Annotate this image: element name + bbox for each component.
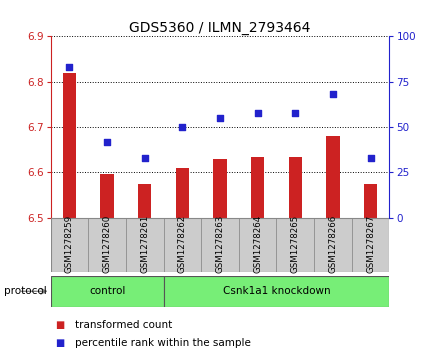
Point (254, 110, 261, 115)
Bar (88, 218, 126, 272)
Text: protocol: protocol (4, 286, 47, 296)
Bar (164, 218, 201, 272)
Bar (100, 174, 114, 218)
Bar (51, 218, 88, 272)
Point (292, 110, 299, 115)
Point (216, 115, 224, 121)
Text: GSM1278260: GSM1278260 (103, 215, 112, 273)
Bar (276, 218, 314, 272)
Title: GDS5360 / ILMN_2793464: GDS5360 / ILMN_2793464 (129, 21, 311, 35)
Text: GSM1278263: GSM1278263 (216, 215, 224, 273)
Point (367, 155, 374, 161)
Bar (251, 156, 264, 218)
Bar (289, 156, 302, 218)
Bar (213, 159, 227, 218)
Point (103, 139, 110, 144)
Bar (51, 276, 164, 307)
Bar (326, 136, 340, 218)
Bar (126, 218, 164, 272)
Text: GSM1278259: GSM1278259 (65, 215, 74, 273)
Bar (239, 218, 276, 272)
Text: control: control (89, 286, 125, 296)
Point (141, 155, 148, 161)
Bar (352, 218, 389, 272)
Text: GSM1278262: GSM1278262 (178, 215, 187, 273)
Bar (364, 184, 377, 218)
Bar (176, 168, 189, 218)
Point (179, 124, 186, 130)
Bar (138, 184, 151, 218)
Text: transformed count: transformed count (75, 320, 172, 330)
Bar (201, 218, 239, 272)
Text: GSM1278266: GSM1278266 (328, 215, 337, 273)
Text: GSM1278264: GSM1278264 (253, 215, 262, 273)
Text: ■: ■ (55, 338, 64, 348)
Text: Csnk1a1 knockdown: Csnk1a1 knockdown (223, 286, 330, 296)
Text: GSM1278265: GSM1278265 (291, 215, 300, 273)
Bar (164, 276, 389, 307)
Text: GSM1278267: GSM1278267 (366, 215, 375, 273)
Text: GSM1278261: GSM1278261 (140, 215, 149, 273)
Point (66, 64, 73, 70)
Bar (63, 73, 76, 218)
Point (330, 91, 337, 97)
Text: ■: ■ (55, 320, 64, 330)
Bar (314, 218, 352, 272)
Text: percentile rank within the sample: percentile rank within the sample (75, 338, 251, 348)
